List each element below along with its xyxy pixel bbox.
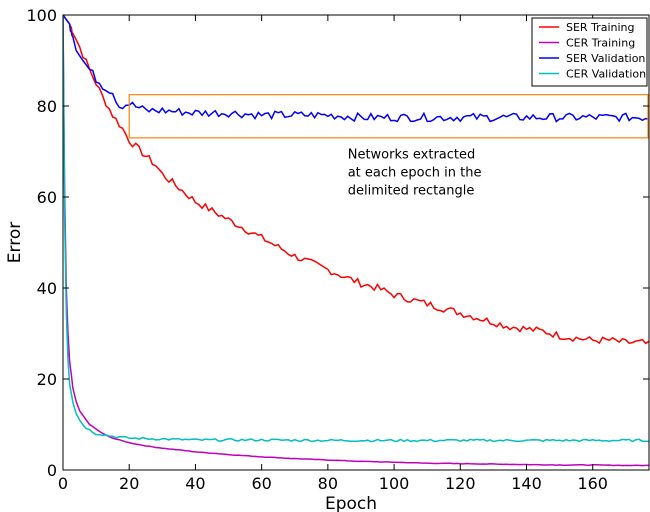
y-tick-label: 40 bbox=[37, 279, 57, 298]
plot-frame bbox=[62, 14, 650, 471]
x-tick-label: 160 bbox=[577, 474, 608, 493]
x-tick-label: 20 bbox=[119, 474, 139, 493]
series-line-cer-training bbox=[63, 15, 649, 467]
x-tick-label: 40 bbox=[185, 474, 205, 493]
annotation-text-line: delimited rectangle bbox=[348, 184, 475, 199]
annotation-text-line: at each epoch in the bbox=[348, 166, 482, 181]
x-tick-label: 60 bbox=[251, 474, 271, 493]
y-tick-label: 100 bbox=[26, 6, 57, 25]
series-line-cer-validation bbox=[63, 15, 649, 443]
y-tick-label: 80 bbox=[37, 97, 57, 116]
series-line-ser-training bbox=[63, 15, 649, 345]
x-tick-label: 140 bbox=[511, 474, 542, 493]
annotation-text-line: Networks extracted bbox=[348, 147, 476, 162]
legend-entry: SER Validation bbox=[566, 52, 645, 65]
y-tick-label: 60 bbox=[37, 188, 57, 207]
x-tick-label: 0 bbox=[58, 474, 68, 493]
x-axis-label: Epoch bbox=[325, 494, 377, 512]
series-layer bbox=[63, 15, 649, 467]
x-tick-label: 80 bbox=[318, 474, 338, 493]
axes-layer: 0 20 40 60 80 100 120 140 160020406080100EpochEr… bbox=[5, 6, 650, 512]
legend-entry: SER Training bbox=[566, 21, 634, 34]
series-line-ser-validation bbox=[63, 15, 649, 123]
annotation-layer: Networks extracted at each epoch in the de… bbox=[128, 93, 649, 199]
legend-box bbox=[531, 17, 648, 87]
annotation-rectangle bbox=[128, 93, 649, 139]
y-tick-label: 0 bbox=[47, 461, 57, 480]
legend-entry: CER Training bbox=[566, 37, 635, 50]
y-axis-label: Error bbox=[5, 222, 25, 263]
x-tick-label: 120 bbox=[445, 474, 476, 493]
legend-entry: CER Validation bbox=[566, 68, 646, 81]
x-tick-label: 100 bbox=[379, 474, 410, 493]
y-tick-label: 20 bbox=[37, 370, 57, 389]
legend: SER Training CER Training SER Validation CE… bbox=[531, 17, 648, 87]
